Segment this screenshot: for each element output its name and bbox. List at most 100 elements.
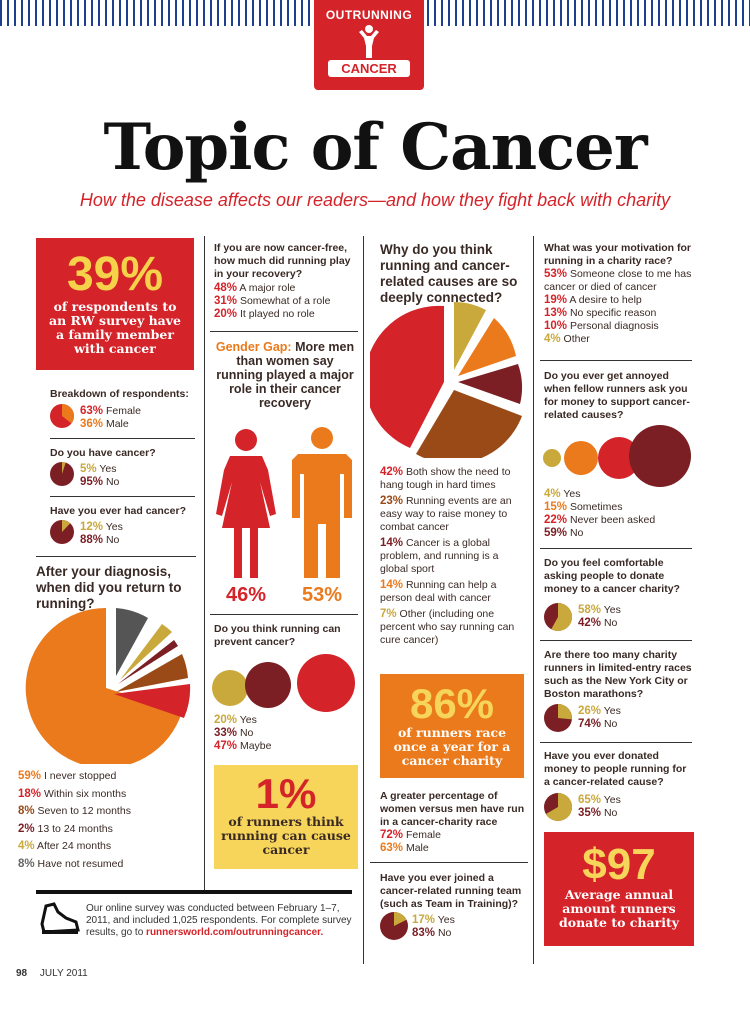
list-item: 4% Other [544,333,590,345]
too-many-section: Are there too many charity runners in li… [544,649,694,701]
page-title: Topic of Cancer [103,110,647,185]
list-item: 33% No [214,727,254,739]
page-subtitle: How the disease affects our readers—and … [79,190,671,210]
list-item: 42% No [578,617,618,629]
list-item: 47% Maybe [214,740,272,752]
list-item: 10% Personal diagnosis [544,320,659,332]
gender-gap-text: More men than women say running played a… [216,340,355,410]
divider [540,360,692,361]
list-item: 12% Yes [80,521,123,533]
list-item: 26% Yes [578,705,621,717]
list-item: 13% No specific reason [544,307,657,319]
list-item: 88% No [80,534,120,546]
list-item: 22% Never been asked [544,514,656,526]
cause-cancer-value: 1% [255,770,317,817]
have-cancer-rows: 5% Yes 95% No [80,463,190,489]
annoyed-bubble-chart [543,425,691,487]
connected-question: Why do you think running and cancer-rela… [380,242,518,305]
divider [540,640,692,641]
list-item: 65% Yes [578,794,621,806]
column-divider [204,236,205,891]
list-item: 15% Sometimes [544,501,623,513]
average-donation-text: Average annual amount runners donate to … [559,887,679,930]
list-item: 20% Yes [214,714,257,726]
ever-had-section: Have you ever had cancer? [50,505,200,518]
prevent-section: Do you think running can prevent cancer? [214,623,354,649]
comfortable-rows: 58% Yes 42% No [578,604,688,630]
prevent-bubble-chart [212,654,355,712]
prevent-question: Do you think running can prevent cancer? [214,623,341,648]
divider [540,742,692,743]
divider [50,496,195,497]
outrunning-cancer-logo: OUTRUNNING CANCER [314,0,424,90]
survey-note: Our online survey was conducted between … [86,903,354,939]
list-item: 36% Male [80,418,129,430]
divider [36,556,196,557]
survey-divider [36,890,352,894]
donated-section: Have you ever donated money to people ru… [544,750,694,789]
return-question: After your diagnosis, when did you retur… [36,564,182,611]
annoyed-rows: 4% Yes 15% Sometimes 22% Never been aske… [544,488,694,540]
divider [370,862,528,863]
average-donation-value: $97 [582,840,656,889]
column-divider [363,236,364,964]
runner-icon [359,25,379,58]
list-item: 8% Have not resumed [18,857,124,870]
connected-pie-chart [370,302,523,458]
have-cancer-question: Do you have cancer? [50,447,156,459]
list-item: 23% Running events are an easy way to ra… [380,495,512,533]
divider [540,548,692,549]
list-item: 4% Yes [544,488,581,500]
male-percent: 53% [302,584,343,606]
return-pie-chart [25,607,191,764]
divider [210,331,358,332]
male-figure-icon [292,427,352,578]
breakdown-rows: 63% Female 36% Male [80,405,190,431]
list-item: 8% Seven to 12 months [18,805,131,817]
page-footer: 98 JULY 2011 [16,968,88,979]
too-many-rows: 26% Yes 74% No [578,705,688,731]
too-many-pie-chart [544,704,572,732]
annoyed-question: Do you ever get annoyed when fellow runn… [544,370,690,421]
donated-rows: 65% Yes 35% No [578,794,688,820]
female-percent: 46% [226,584,267,606]
team-rows: 17% Yes 83% No [412,914,522,940]
team-section: Have you ever joined a cancer-related ru… [380,872,526,911]
list-item: 63% Male [380,842,429,854]
cause-cancer-stat-box: 1% of runners think running can cause ca… [214,765,358,869]
list-item: 20% It played no role [214,308,315,320]
list-item: 4% After 24 months [18,840,112,852]
survey-results-link[interactable]: runnersworld.com/outrunningcancer. [146,927,324,938]
breakdown-section: Breakdown of respondents: [50,388,200,401]
list-item: 18% Within six months [18,787,127,800]
race-charity-text: of runners race once a year for a cancer… [393,725,511,768]
survey-text: Our online survey was conducted between … [86,903,352,938]
logo-bottom-text: CANCER [328,60,410,77]
list-item: 83% No [412,927,452,939]
running-shoe-icon [40,902,80,934]
list-item: 53% Someone close to me has cancer or di… [544,268,692,293]
gender-race-question: A greater percentage of women versus men… [380,790,525,828]
family-member-text: of respondents to an RW survey have a fa… [49,299,181,356]
logo-top-text: OUTRUNNING [325,8,413,22]
prevent-rows: 20% Yes 33% No 47% Maybe [214,714,354,753]
list-item: 63% Female [80,405,141,417]
gender-gap-label: Gender Gap: [215,340,292,354]
team-question: Have you ever joined a cancer-related ru… [380,872,522,910]
have-cancer-pie-chart [50,462,74,486]
gender-gap-section: Gender Gap: More men than women say runn… [214,340,356,410]
motivation-question: What was your motivation for running in … [544,242,692,267]
role-question: If you are now cancer-free, how much did… [214,242,351,280]
family-member-stat-box: 39% of respondents to an RW survey have … [36,238,194,370]
comfortable-question: Do you feel comfortable asking people to… [544,557,680,595]
average-donation-stat-box: $97 Average annual amount runners donate… [544,832,694,946]
divider [210,614,358,615]
list-item: 48% A major role [214,282,296,294]
connected-rows: 42% Both show the need to hang tough in … [380,466,526,647]
list-item: 14% Running can help a person deal with … [380,579,497,604]
list-item: 35% No [578,807,618,819]
comfortable-pie-chart [544,603,572,631]
list-item: 59% I never stopped [18,770,117,782]
page-number: 98 [16,968,28,979]
female-figure-icon [216,429,276,578]
